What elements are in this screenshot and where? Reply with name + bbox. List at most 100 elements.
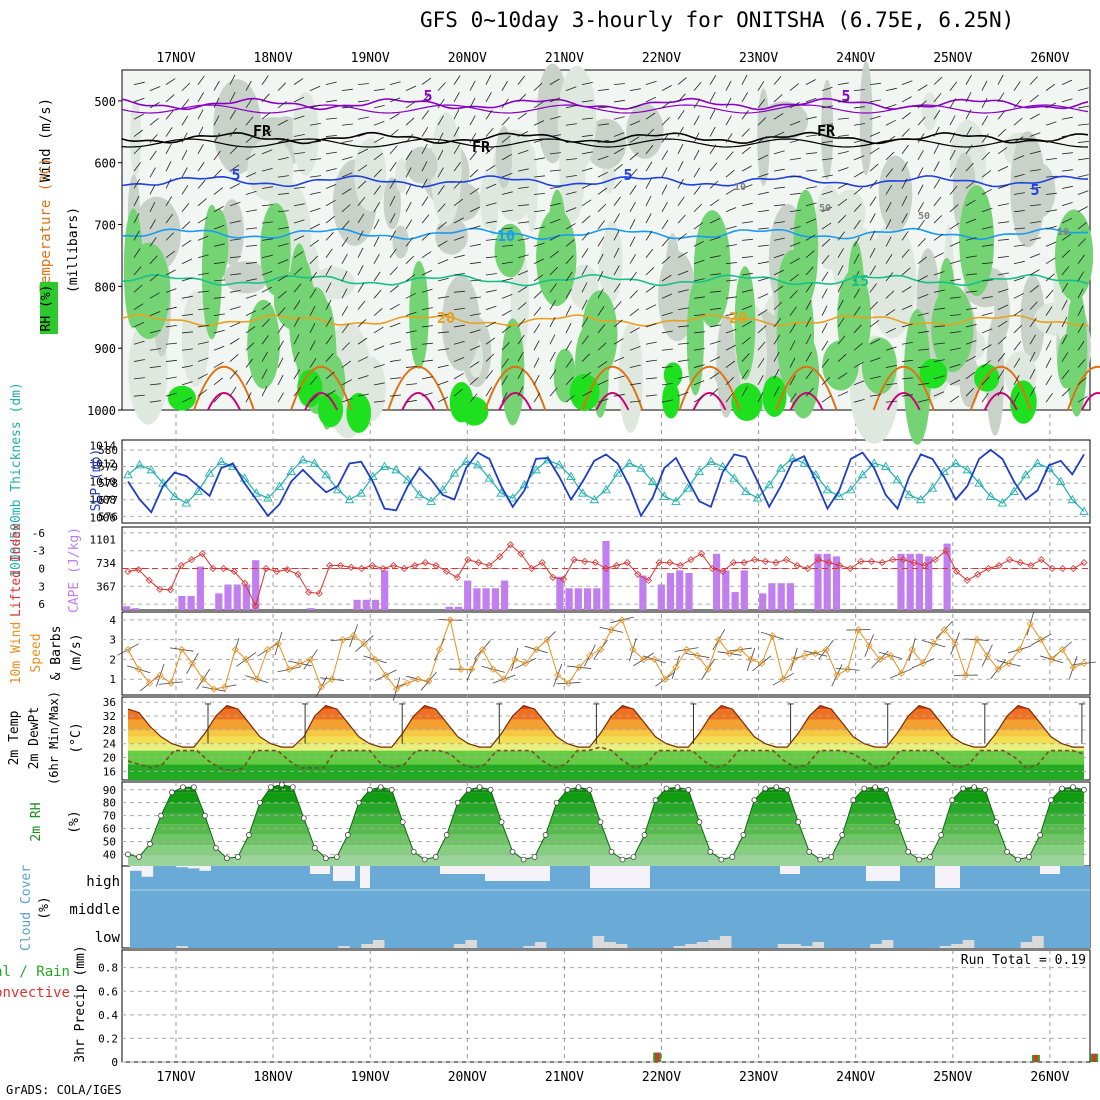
wind-barb — [613, 265, 620, 276]
wind-barb — [757, 293, 769, 299]
wind-barb — [613, 375, 625, 380]
rh-point — [300, 815, 307, 822]
wind-barb — [389, 213, 396, 224]
cape-bar — [362, 599, 370, 610]
wind-barb — [837, 317, 845, 328]
wind-barb — [485, 146, 495, 155]
wind-barb — [661, 274, 672, 282]
thickness-point — [438, 484, 448, 494]
wind-barb — [341, 237, 349, 247]
wind-barb — [373, 326, 384, 334]
wind-barb — [373, 289, 382, 299]
wind-barb — [933, 76, 943, 85]
wind-barb — [629, 308, 639, 316]
lifted-index-point — [528, 564, 536, 573]
wind-barb — [501, 154, 512, 161]
cape-bar — [685, 573, 693, 610]
wind-barb — [565, 207, 577, 213]
wind-barb — [133, 97, 145, 103]
wind-barb — [981, 328, 993, 334]
cape-bar — [768, 583, 776, 610]
wind-barb — [997, 74, 1004, 85]
wind-barb — [469, 243, 481, 247]
wind-barb — [549, 283, 557, 293]
wind-barb — [821, 190, 833, 195]
wind-barb — [309, 123, 321, 126]
wind-barb — [693, 185, 702, 195]
wind-speed-point — [468, 665, 476, 673]
wind-barb — [229, 290, 241, 293]
wind-barb — [517, 112, 528, 120]
wind-barb — [325, 199, 336, 207]
wind-barb — [501, 191, 513, 195]
wind-barb — [741, 336, 751, 345]
wind-speed-point — [854, 626, 862, 634]
wind-speed-point — [1058, 645, 1067, 654]
wind-barb — [485, 369, 494, 380]
rh-point — [938, 832, 944, 838]
wind-barb — [869, 357, 881, 362]
cape-bar — [915, 553, 923, 610]
wind-barb — [885, 290, 895, 299]
wind-barb — [1029, 221, 1041, 224]
cloud-low-clear — [592, 936, 605, 948]
wind-barb — [1061, 169, 1073, 172]
wind-barb — [501, 392, 508, 403]
wind-barb — [197, 235, 209, 241]
wind-barb — [549, 369, 557, 380]
wind-barb — [181, 82, 191, 91]
wind-barb — [133, 377, 145, 380]
wind-barb — [293, 152, 305, 155]
thickness-point — [577, 488, 588, 497]
wind-barb — [773, 237, 785, 241]
wind-barb — [1029, 169, 1041, 172]
wind-barb — [421, 288, 433, 293]
lifted-index-point — [1006, 556, 1014, 564]
wind-speed-point — [242, 655, 250, 663]
rh-shade-green — [208, 208, 229, 281]
wind-barb — [629, 152, 639, 161]
wind-speed-point — [1015, 645, 1024, 654]
wind-barb — [677, 359, 689, 362]
wind-barb — [709, 372, 720, 380]
wind-barb — [229, 127, 238, 137]
wind-barb — [325, 371, 335, 380]
wind-barb — [789, 392, 797, 403]
wind-barb — [213, 345, 225, 351]
rh-shade-green — [686, 281, 704, 396]
wind-barb — [1077, 157, 1089, 161]
wind-speed-point — [414, 675, 422, 683]
wind-barb — [789, 357, 796, 368]
rh-shade-bright — [1010, 380, 1037, 424]
rh-point — [487, 786, 494, 793]
wind-barb — [725, 262, 737, 265]
thickness-point — [216, 456, 227, 466]
wind-barb — [837, 265, 844, 276]
wind-barb — [645, 145, 654, 155]
wind-barb — [581, 231, 590, 241]
wind-barb — [149, 237, 157, 247]
wind-barb — [181, 221, 191, 230]
wind-barb — [645, 178, 652, 189]
wind-barb — [197, 198, 207, 207]
rh-point — [432, 854, 439, 860]
wind-barb — [149, 117, 159, 126]
wind-barb — [517, 204, 529, 207]
wind-barb — [981, 279, 993, 282]
rh-point — [125, 851, 131, 858]
wind-barb — [549, 202, 561, 207]
y-tick-label-right: 1008 — [90, 494, 117, 507]
wind-barb — [1045, 323, 1052, 334]
thickness-point — [717, 461, 728, 471]
y-tick-label: 90 — [103, 784, 116, 797]
rh-shade-bright — [569, 373, 600, 412]
wind-barb — [357, 148, 369, 155]
wind-barb — [149, 311, 161, 317]
wind-barb — [1061, 370, 1070, 380]
lifted-index-point — [166, 586, 175, 594]
rh-band — [128, 792, 1084, 804]
isotherm-line — [121, 175, 1089, 188]
thickness-point — [950, 458, 961, 467]
y-tick-label: 0.4 — [98, 1009, 118, 1022]
contour-label: 5 — [841, 87, 850, 105]
